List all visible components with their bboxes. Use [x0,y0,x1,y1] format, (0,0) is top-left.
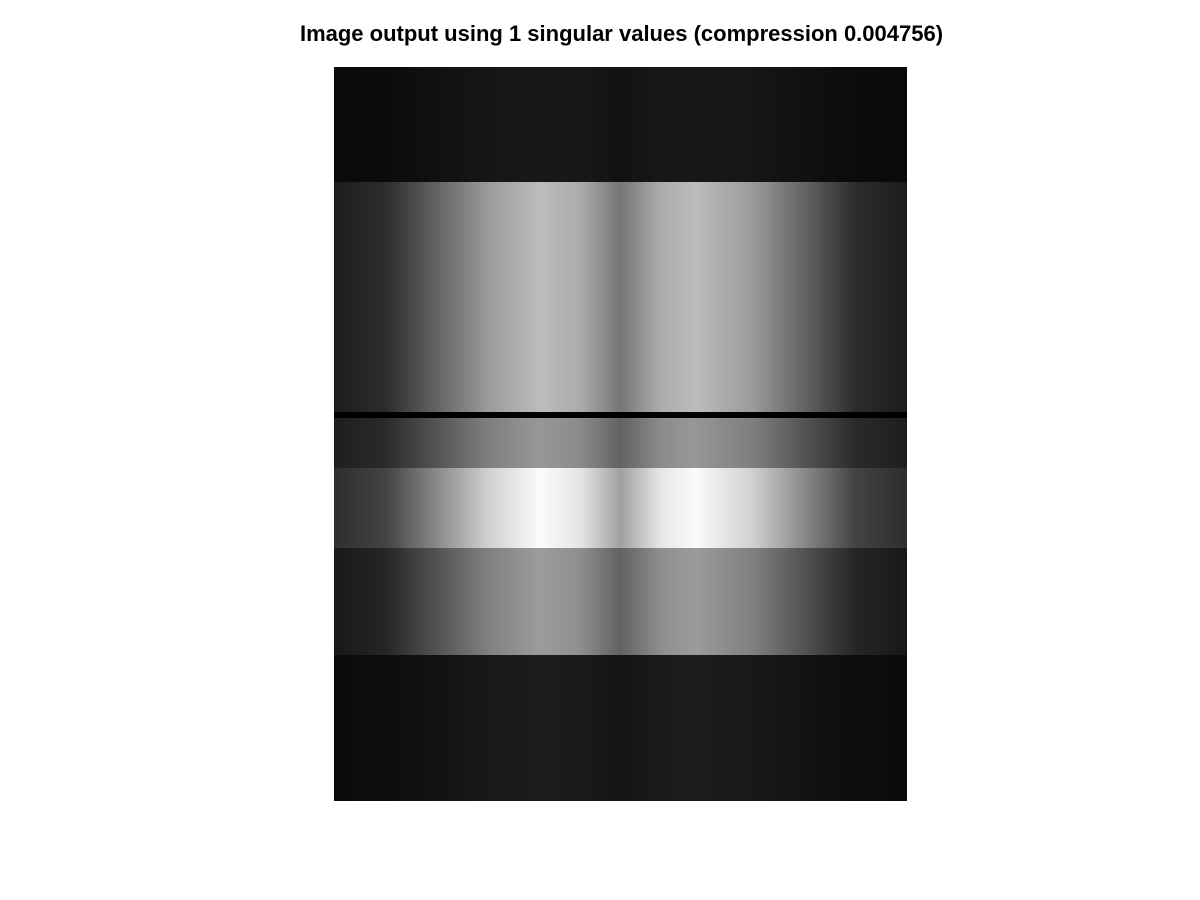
image-band-highlight [334,548,907,655]
figure-title: Image output using 1 singular values (co… [299,21,944,46]
image-band-highlight [334,655,907,801]
rank1-image-canvas [334,67,907,801]
image-band-highlight [334,418,907,468]
image-band [334,412,907,418]
rank1-image [334,67,907,801]
image-band-highlight [334,182,907,412]
image-band-highlight [334,67,907,182]
image-band-highlight [334,468,907,548]
